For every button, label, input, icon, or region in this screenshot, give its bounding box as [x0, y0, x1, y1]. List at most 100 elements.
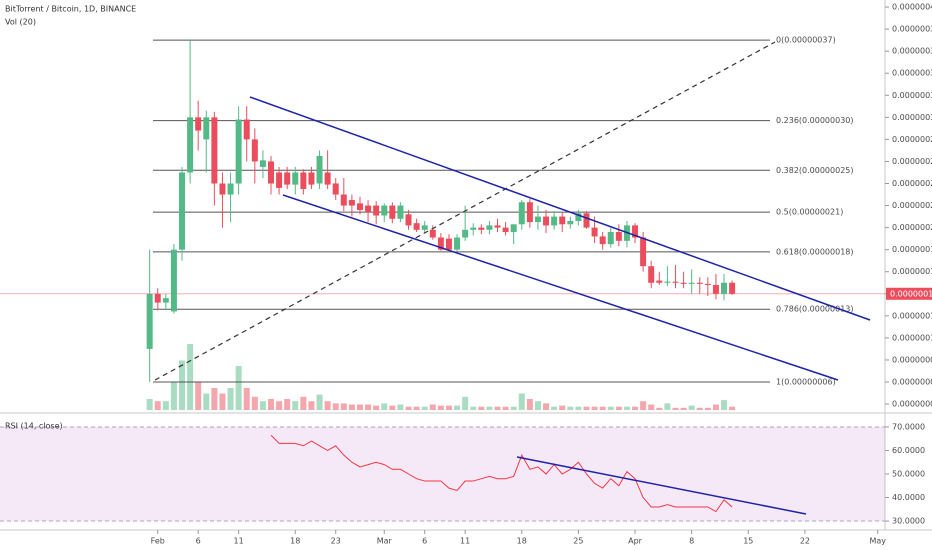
rsi-pane [0, 426, 885, 522]
rsi-band [0, 426, 885, 522]
y-tick-label: 0.00000016 [892, 267, 932, 276]
volume-bar [559, 405, 566, 410]
drawings [154, 41, 871, 515]
y-tick-label: 0.00000024 [892, 179, 932, 188]
volume-bar [162, 401, 169, 410]
volume-bar [615, 406, 622, 410]
volume-bar [591, 406, 598, 410]
volume-bar [356, 404, 363, 410]
volume-bar [348, 404, 355, 410]
fib-label: 0.786(0.00000013) [776, 305, 854, 314]
fib-label: 0(0.00000037) [776, 36, 836, 45]
y-tick-label: 0.00000018 [892, 245, 932, 254]
volume-bar [332, 403, 339, 410]
volume-bar [664, 403, 671, 410]
candle-body [235, 119, 242, 184]
y-tick-label: 0.00000032 [892, 91, 932, 100]
y-tick-label: 0.00000020 [892, 223, 932, 232]
x-tick-label: 11 [460, 537, 470, 546]
candle-body [195, 117, 202, 131]
volume-bar [405, 406, 412, 410]
candle-body [179, 172, 186, 250]
volume-bar [712, 404, 719, 410]
volume-bar [551, 406, 558, 410]
volume-layer [146, 344, 736, 410]
candle-body [348, 200, 355, 206]
volume-bar [623, 406, 630, 410]
candle-body [664, 281, 671, 283]
channel-upper [249, 96, 871, 321]
volume-bar [203, 393, 210, 410]
rsi-tick-label: 40.0000 [892, 493, 925, 502]
volume-bar [688, 405, 695, 410]
fib-label: 0.5(0.00000021) [776, 208, 843, 217]
volume-bar [575, 406, 582, 410]
volume-bar [373, 405, 380, 410]
x-tick-label: Mar [377, 537, 393, 546]
volume-bar [478, 406, 485, 410]
candle-body [211, 117, 218, 184]
candle-body [462, 229, 469, 238]
volume-bar [170, 382, 177, 410]
volume-bar [534, 401, 541, 410]
volume-bar [300, 396, 307, 410]
volume-bar [154, 401, 161, 410]
volume-bar [381, 403, 388, 410]
y-tick-label: 0.00000036 [892, 47, 932, 56]
volume-bar [146, 399, 153, 410]
candle-body [332, 183, 339, 195]
candle-body [607, 232, 614, 245]
volume-bar [308, 401, 315, 410]
candle-body [518, 202, 525, 225]
candle-body [470, 227, 477, 230]
volume-bar [518, 393, 525, 410]
candle-body [648, 266, 655, 283]
volume-bar [227, 388, 234, 410]
volume-bar [607, 406, 614, 410]
candle-body [712, 284, 719, 294]
volume-bar [599, 406, 606, 410]
chart-title: BitTorrent / Bitcoin, 1D, BINANCE [5, 5, 136, 14]
volume-bar [243, 388, 250, 410]
candle-body [276, 172, 283, 188]
candle-body [543, 216, 550, 226]
candle-body [551, 216, 558, 226]
volume-bar [462, 396, 469, 410]
volume-bar [721, 400, 728, 410]
y-tick-label: 0.00000008 [892, 355, 932, 364]
fib-label: 0.382(0.00000025) [776, 166, 854, 175]
candle-body [259, 160, 266, 167]
candle-body [632, 225, 639, 238]
candle-body [721, 282, 728, 294]
channel-lower [282, 194, 839, 381]
fib-label: 0.236(0.00000030) [776, 116, 854, 125]
candle-body [656, 280, 663, 283]
volume-bar [324, 401, 331, 410]
x-tick-label: 25 [573, 537, 583, 546]
rsi-title: RSI (14, close) [5, 422, 63, 431]
volume-bar [316, 394, 323, 410]
candle-body [591, 227, 598, 237]
volume-bar [445, 405, 452, 410]
rsi-tick-label: 30.0000 [892, 517, 925, 526]
x-tick-label: Feb [151, 537, 165, 546]
candle-body [324, 172, 331, 185]
volume-bar [389, 405, 396, 410]
rsi-line [270, 434, 733, 513]
volume-bar [494, 406, 501, 410]
volume-bar [526, 399, 533, 410]
volume-bar [179, 360, 186, 410]
volume-bar [284, 399, 291, 410]
y-tick-label: 0.00000026 [892, 157, 932, 166]
volume-bar [648, 404, 655, 410]
candle-body [680, 282, 687, 284]
candle-body [696, 282, 703, 284]
volume-bar [656, 407, 663, 410]
y-tick-label: 0.00000034 [892, 69, 932, 78]
candle-body [381, 205, 388, 216]
volume-bar [454, 405, 461, 410]
candle-body [575, 213, 582, 221]
y-tick-label: 0.00000006 [892, 377, 932, 386]
candle-body [494, 225, 501, 228]
